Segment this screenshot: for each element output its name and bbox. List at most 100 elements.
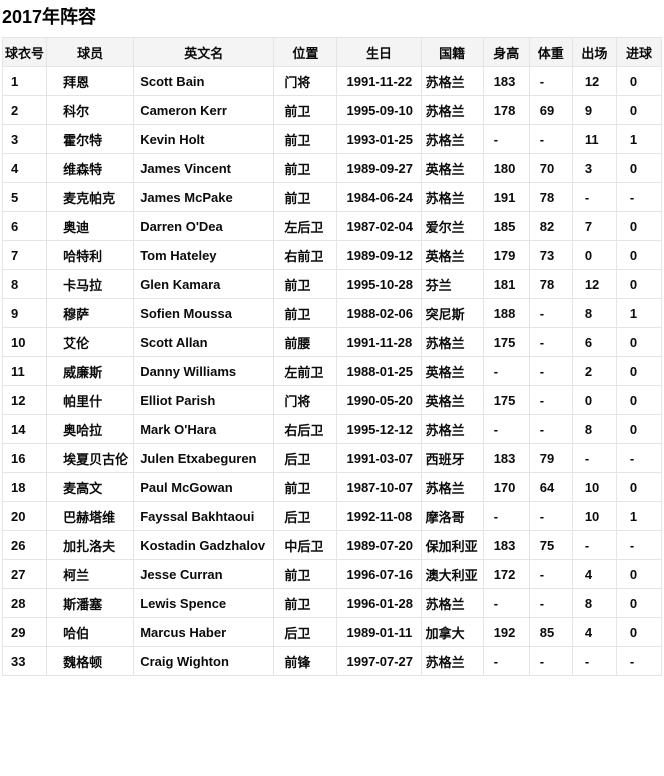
cell-english-name: Jesse Curran (133, 559, 275, 589)
cell-jersey-number: 2 (1, 95, 48, 125)
cell-jersey-number: 12 (1, 385, 48, 415)
cell-height: - (482, 414, 530, 444)
cell-nationality: 保加利亚 (420, 530, 484, 560)
cell-jersey-number: 28 (1, 588, 48, 618)
table-row: 20 巴赫塔维 Fayssal Bakhtaoui 后卫 1992-11-08 摩洛哥 - -… (1, 501, 663, 531)
cell-birthday: 1996-07-16 (336, 559, 422, 589)
cell-jersey-number: 11 (1, 356, 48, 386)
cell-player-name: 麦克帕克 (46, 182, 135, 212)
cell-height: 183 (482, 530, 530, 560)
cell-weight: 79 (528, 443, 573, 473)
cell-player-name: 埃夏贝古伦 (46, 443, 135, 473)
cell-goals: 0 (615, 240, 663, 270)
column-header-goals: 进球 (615, 37, 663, 67)
cell-goals: - (615, 182, 663, 212)
cell-weight: - (528, 124, 573, 154)
table-row: 5 麦克帕克 James McPake 前卫 1984-06-24 苏格兰 191 78- - (1, 182, 663, 212)
cell-appearances: 8 (571, 298, 617, 328)
cell-appearances: 8 (571, 588, 617, 618)
cell-height: 170 (482, 472, 530, 502)
table-row: 7 哈特利 Tom Hateley 右前卫 1989-09-12 英格兰 179 73 0 0 (1, 240, 663, 270)
cell-player-name: 魏格顿 (46, 646, 135, 676)
cell-height: 175 (482, 385, 530, 415)
cell-player-name: 帕里什 (46, 385, 135, 415)
table-row: 9 穆萨 Sofien Moussa 前卫 1988-02-06 突尼斯 188-8 1 (1, 298, 663, 328)
cell-english-name: Scott Bain (133, 66, 275, 96)
cell-player-name: 霍尔特 (46, 124, 135, 154)
cell-weight: - (528, 385, 573, 415)
roster-table: 球衣号 球员 英文名 位置 生日 国籍 身高 体重 出场 进球 1 拜恩 Scott Bain 门将 19… (1, 37, 663, 676)
table-row: 12 帕里什 Elliot Parish 门将 1990-05-20 英格兰 175-0 0 (1, 385, 663, 415)
cell-nationality: 摩洛哥 (420, 501, 484, 531)
cell-position: 后卫 (273, 443, 338, 473)
cell-nationality: 苏格兰 (420, 588, 484, 618)
cell-english-name: James McPake (133, 182, 275, 212)
column-header-english-name: 英文名 (133, 37, 275, 67)
cell-birthday: 1988-02-06 (336, 298, 422, 328)
column-header-player-name: 球员 (46, 37, 135, 67)
table-row: 29 哈伯 Marcus Haber 后卫 1989-01-11 加拿大 192 85 4 0 (1, 617, 663, 647)
cell-goals: 0 (615, 211, 663, 241)
cell-weight: 69 (528, 95, 573, 125)
cell-jersey-number: 27 (1, 559, 48, 589)
cell-birthday: 1987-10-07 (336, 472, 422, 502)
cell-height: 175 (482, 327, 530, 357)
cell-nationality: 苏格兰 (420, 124, 484, 154)
cell-height: 178 (482, 95, 530, 125)
cell-height: 183 (482, 443, 530, 473)
cell-weight: 64 (528, 472, 573, 502)
cell-height: 181 (482, 269, 530, 299)
cell-nationality: 英格兰 (420, 356, 484, 386)
cell-birthday: 1995-12-12 (336, 414, 422, 444)
table-row: 10 艾伦 Scott Allan 前腰 1991-11-28 苏格兰 175-6 0 (1, 327, 663, 357)
cell-weight: - (528, 298, 573, 328)
cell-appearances: 8 (571, 414, 617, 444)
cell-position: 前卫 (273, 559, 338, 589)
cell-position: 右前卫 (273, 240, 338, 270)
cell-jersey-number: 16 (1, 443, 48, 473)
cell-height: - (482, 124, 530, 154)
cell-nationality: 突尼斯 (420, 298, 484, 328)
cell-position: 前卫 (273, 588, 338, 618)
cell-position: 前腰 (273, 327, 338, 357)
cell-goals: 1 (615, 124, 663, 154)
cell-goals: 0 (615, 95, 663, 125)
cell-birthday: 1989-09-27 (336, 153, 422, 183)
cell-position: 前卫 (273, 472, 338, 502)
cell-player-name: 艾伦 (46, 327, 135, 357)
cell-position: 中后卫 (273, 530, 338, 560)
cell-nationality: 苏格兰 (420, 182, 484, 212)
cell-goals: 0 (615, 66, 663, 96)
cell-player-name: 哈特利 (46, 240, 135, 270)
cell-birthday: 1989-09-12 (336, 240, 422, 270)
cell-birthday: 1991-11-22 (336, 66, 422, 96)
cell-appearances: - (571, 646, 617, 676)
cell-english-name: James Vincent (133, 153, 275, 183)
cell-player-name: 科尔 (46, 95, 135, 125)
cell-goals: 1 (615, 298, 663, 328)
cell-nationality: 苏格兰 (420, 327, 484, 357)
cell-appearances: 12 (571, 269, 617, 299)
cell-weight: - (528, 66, 573, 96)
cell-position: 前卫 (273, 182, 338, 212)
cell-jersey-number: 3 (1, 124, 48, 154)
column-header-appearances: 出场 (571, 37, 617, 67)
cell-birthday: 1984-06-24 (336, 182, 422, 212)
cell-nationality: 英格兰 (420, 385, 484, 415)
cell-position: 前卫 (273, 298, 338, 328)
cell-jersey-number: 26 (1, 530, 48, 560)
cell-appearances: 12 (571, 66, 617, 96)
table-row: 1 拜恩 Scott Bain 门将 1991-11-22 苏格兰 183-12 0 (1, 66, 663, 96)
cell-position: 右后卫 (273, 414, 338, 444)
cell-english-name: Kostadin Gadzhalov (133, 530, 275, 560)
cell-birthday: 1993-01-25 (336, 124, 422, 154)
cell-birthday: 1992-11-08 (336, 501, 422, 531)
cell-appearances: - (571, 530, 617, 560)
cell-appearances: 6 (571, 327, 617, 357)
column-header-jersey-number: 球衣号 (1, 37, 48, 67)
cell-nationality: 澳大利亚 (420, 559, 484, 589)
cell-height: 192 (482, 617, 530, 647)
cell-goals: 0 (615, 385, 663, 415)
cell-birthday: 1991-11-28 (336, 327, 422, 357)
cell-player-name: 穆萨 (46, 298, 135, 328)
